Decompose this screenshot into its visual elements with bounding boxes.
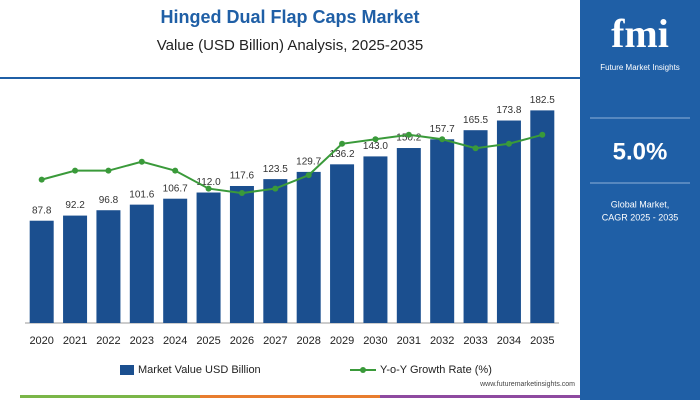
bar <box>330 164 355 323</box>
value-label: 165.5 <box>463 115 488 126</box>
growth-point <box>405 131 412 138</box>
logo: fmi <box>611 11 669 56</box>
value-label: 117.6 <box>230 171 255 182</box>
growth-point <box>272 185 279 192</box>
x-tick-label: 2034 <box>497 335 521 347</box>
legend-label: Market Value USD Billion <box>138 364 261 376</box>
bar <box>496 120 521 323</box>
cagr-label: CAGR 2025 - 2035 <box>602 212 679 222</box>
chart-subtitle: Value (USD Billion) Analysis, 2025-2035 <box>157 37 424 54</box>
bar <box>530 110 555 323</box>
growth-point <box>372 136 379 143</box>
value-label: 112.0 <box>196 177 221 188</box>
legend-swatch <box>360 367 366 373</box>
value-label: 182.5 <box>530 95 555 106</box>
growth-point <box>238 190 245 197</box>
x-tick-label: 2024 <box>163 335 187 347</box>
growth-point <box>205 185 212 192</box>
growth-line <box>41 133 543 195</box>
growth-point <box>539 131 546 138</box>
bar <box>363 156 388 323</box>
x-tick-label: 2030 <box>363 335 387 347</box>
value-label: 87.8 <box>32 205 52 216</box>
website: www.futuremarketinsights.com <box>479 381 575 388</box>
growth-point <box>472 145 479 152</box>
x-tick-label: 2032 <box>430 335 454 347</box>
value-label: 129.7 <box>296 157 321 168</box>
sidebar <box>580 0 700 400</box>
growth-point <box>172 167 179 174</box>
bar <box>129 204 154 323</box>
growth-point <box>339 140 346 147</box>
x-tick-label: 2021 <box>63 335 87 347</box>
legend-swatch <box>120 365 134 375</box>
x-tick-label: 2020 <box>29 335 53 347</box>
x-tick-label: 2035 <box>530 335 554 347</box>
strip <box>20 395 200 398</box>
x-tick-label: 2029 <box>330 335 354 347</box>
strip <box>380 395 580 398</box>
x-tick-label: 2025 <box>196 335 220 347</box>
strip <box>200 395 380 398</box>
bar <box>96 210 121 323</box>
value-label: 92.2 <box>65 200 85 211</box>
bar <box>163 198 188 323</box>
value-label: 173.8 <box>496 105 521 116</box>
growth-point <box>439 136 446 143</box>
x-tick-label: 2031 <box>397 335 421 347</box>
growth-point <box>505 140 512 147</box>
bar <box>63 215 88 323</box>
bar <box>396 148 421 323</box>
growth-point <box>72 167 79 174</box>
cagr-value: 5.0% <box>613 138 668 165</box>
value-label: 136.2 <box>330 149 355 160</box>
x-tick-label: 2022 <box>96 335 120 347</box>
value-label: 96.8 <box>99 195 119 206</box>
value-label: 106.7 <box>163 183 188 194</box>
value-label: 123.5 <box>263 164 288 175</box>
growth-point <box>305 172 312 179</box>
x-tick-label: 2028 <box>296 335 320 347</box>
x-tick-label: 2023 <box>130 335 154 347</box>
company: Future Market Insights <box>600 63 680 72</box>
bar <box>296 171 321 323</box>
cagr-label: Global Market, <box>611 199 670 209</box>
x-tick-label: 2027 <box>263 335 287 347</box>
value-label: 150.2 <box>396 133 421 144</box>
bar <box>430 139 455 323</box>
bar <box>463 130 488 323</box>
growth-point <box>138 158 145 165</box>
bar <box>196 192 221 323</box>
value-label: 143.0 <box>363 141 388 152</box>
bar <box>263 179 288 323</box>
value-label: 157.7 <box>430 124 455 135</box>
legend-label: Y-o-Y Growth Rate (%) <box>380 364 492 376</box>
chart-title: Hinged Dual Flap Caps Market <box>160 7 419 27</box>
value-label: 101.6 <box>129 189 154 200</box>
bar <box>229 185 254 323</box>
growth-point <box>38 176 45 183</box>
growth-point <box>105 167 112 174</box>
x-tick-label: 2026 <box>230 335 254 347</box>
x-tick-label: 2033 <box>463 335 487 347</box>
bar <box>29 220 54 323</box>
